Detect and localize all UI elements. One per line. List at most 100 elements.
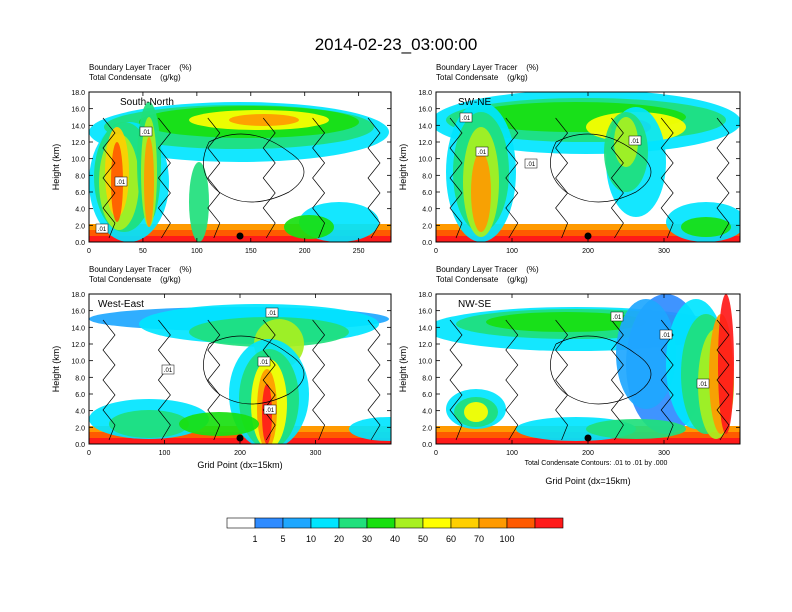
y-tick-label: 10.0 bbox=[418, 157, 432, 164]
y-tick-label: 4.0 bbox=[422, 409, 432, 416]
contour-label: .01 bbox=[631, 139, 640, 145]
colorbar-swatch bbox=[478, 517, 508, 529]
y-tick-label: 12.0 bbox=[71, 342, 85, 349]
colorbar-swatch bbox=[534, 517, 564, 529]
colorbar-swatch bbox=[394, 517, 424, 529]
colorbar-swatch bbox=[226, 517, 256, 529]
panel-header-line1: Boundary Layer Tracer (%) bbox=[436, 63, 539, 72]
panel-header-line2: Total Condensate (g/kg) bbox=[436, 73, 528, 82]
colorbar-swatch bbox=[422, 517, 452, 529]
contour-label: .01 bbox=[462, 116, 471, 122]
y-tick-label: 14.0 bbox=[71, 325, 85, 332]
colorbar-swatch bbox=[254, 517, 284, 529]
contour-label: .01 bbox=[142, 130, 151, 136]
colorbar-label: 50 bbox=[418, 534, 428, 544]
y-tick-label: 8.0 bbox=[75, 173, 85, 180]
y-axis-label: Height (km) bbox=[51, 346, 61, 393]
x-axis-label: Grid Point (dx=15km) bbox=[545, 476, 630, 486]
y-tick-label: 4.0 bbox=[75, 207, 85, 214]
y-tick-label: 4.0 bbox=[422, 207, 432, 214]
y-tick-label: 16.0 bbox=[71, 309, 85, 316]
colorbar-label: 20 bbox=[334, 534, 344, 544]
x-tick-label: 200 bbox=[582, 248, 594, 255]
x-tick-label: 0 bbox=[434, 450, 438, 457]
x-tick-label: 300 bbox=[658, 248, 670, 255]
x-tick-label: 150 bbox=[245, 248, 257, 255]
contour-loop bbox=[203, 335, 305, 405]
panel-south-north: Boundary Layer Tracer (%)Total Condensat… bbox=[51, 63, 392, 255]
contour-label: .01 bbox=[268, 311, 277, 317]
colorbar-swatch bbox=[450, 517, 480, 529]
panel-west-east: Boundary Layer Tracer (%)Total Condensat… bbox=[51, 265, 392, 470]
panel-header-line1: Boundary Layer Tracer (%) bbox=[89, 265, 192, 274]
y-tick-label: 16.0 bbox=[418, 309, 432, 316]
y-tick-label: 14.0 bbox=[71, 123, 85, 130]
contour-label: .01 bbox=[266, 408, 275, 414]
contour-label: .01 bbox=[699, 382, 708, 388]
y-tick-label: 6.0 bbox=[422, 392, 432, 399]
y-tick-label: 18.0 bbox=[71, 292, 85, 299]
y-tick-label: 2.0 bbox=[422, 425, 432, 432]
y-tick-label: 10.0 bbox=[71, 157, 85, 164]
y-tick-label: 16.0 bbox=[71, 107, 85, 114]
panel-header-line2: Total Condensate (g/kg) bbox=[436, 275, 528, 284]
panel-header-line2: Total Condensate (g/kg) bbox=[89, 73, 181, 82]
condensate-contours bbox=[449, 117, 730, 239]
section-label: NW-SE bbox=[458, 299, 491, 310]
y-tick-label: 6.0 bbox=[422, 190, 432, 197]
x-tick-label: 100 bbox=[159, 450, 171, 457]
condensate-contours bbox=[102, 117, 381, 239]
location-marker bbox=[584, 232, 592, 240]
contour-label: .01 bbox=[478, 150, 487, 156]
section-label: SW-NE bbox=[458, 97, 491, 108]
location-marker bbox=[584, 434, 592, 442]
location-marker bbox=[236, 434, 244, 442]
colorbar-label: 30 bbox=[362, 534, 372, 544]
x-axis-label: Grid Point (dx=15km) bbox=[197, 460, 282, 470]
y-tick-label: 14.0 bbox=[418, 123, 432, 130]
y-tick-label: 8.0 bbox=[422, 375, 432, 382]
y-tick-label: 2.0 bbox=[75, 223, 85, 230]
y-axis-label: Height (km) bbox=[398, 346, 408, 393]
contour-label: .01 bbox=[260, 360, 269, 366]
x-tick-label: 300 bbox=[310, 450, 322, 457]
x-tick-label: 100 bbox=[506, 450, 518, 457]
y-axis-label: Height (km) bbox=[398, 144, 408, 191]
x-tick-label: 100 bbox=[191, 248, 203, 255]
colour-field bbox=[436, 92, 740, 242]
y-tick-label: 0.0 bbox=[75, 240, 85, 247]
colorbar-label: 40 bbox=[390, 534, 400, 544]
y-tick-label: 0.0 bbox=[75, 442, 85, 449]
contour-label: .01 bbox=[117, 180, 126, 186]
x-tick-label: 200 bbox=[234, 450, 246, 457]
section-label: South-North bbox=[120, 97, 174, 108]
y-tick-label: 18.0 bbox=[418, 292, 432, 299]
colorbar-swatch bbox=[310, 517, 340, 529]
colorbar-swatch bbox=[506, 517, 536, 529]
x-tick-label: 200 bbox=[299, 248, 311, 255]
x-tick-label: 0 bbox=[87, 248, 91, 255]
y-tick-label: 0.0 bbox=[422, 240, 432, 247]
y-tick-label: 10.0 bbox=[71, 359, 85, 366]
x-tick-label: 200 bbox=[582, 450, 594, 457]
y-axis-label: Height (km) bbox=[51, 144, 61, 191]
panel-header-line1: Boundary Layer Tracer (%) bbox=[436, 265, 539, 274]
contour-label: .01 bbox=[98, 227, 107, 233]
panel-sw-ne: Boundary Layer Tracer (%)Total Condensat… bbox=[398, 63, 741, 255]
x-tick-label: 0 bbox=[434, 248, 438, 255]
colour-field bbox=[436, 294, 740, 444]
x-tick-label: 50 bbox=[139, 248, 147, 255]
contour-note: Total Condensate Contours: .01 to .01 by… bbox=[525, 460, 668, 467]
y-tick-label: 8.0 bbox=[422, 173, 432, 180]
colorbar-swatch bbox=[366, 517, 396, 529]
contour-label: .01 bbox=[164, 368, 173, 374]
condensate-contours bbox=[449, 319, 730, 441]
x-tick-label: 250 bbox=[353, 248, 365, 255]
panel-header-line1: Boundary Layer Tracer (%) bbox=[89, 63, 192, 72]
colorbar-swatch bbox=[282, 517, 312, 529]
panel-nw-se: Boundary Layer Tracer (%)Total Condensat… bbox=[398, 265, 741, 486]
colorbar: 1 5 10 20 30 40 50 60 70 100 bbox=[226, 517, 564, 544]
section-label: West-East bbox=[98, 299, 144, 310]
y-tick-label: 4.0 bbox=[75, 409, 85, 416]
